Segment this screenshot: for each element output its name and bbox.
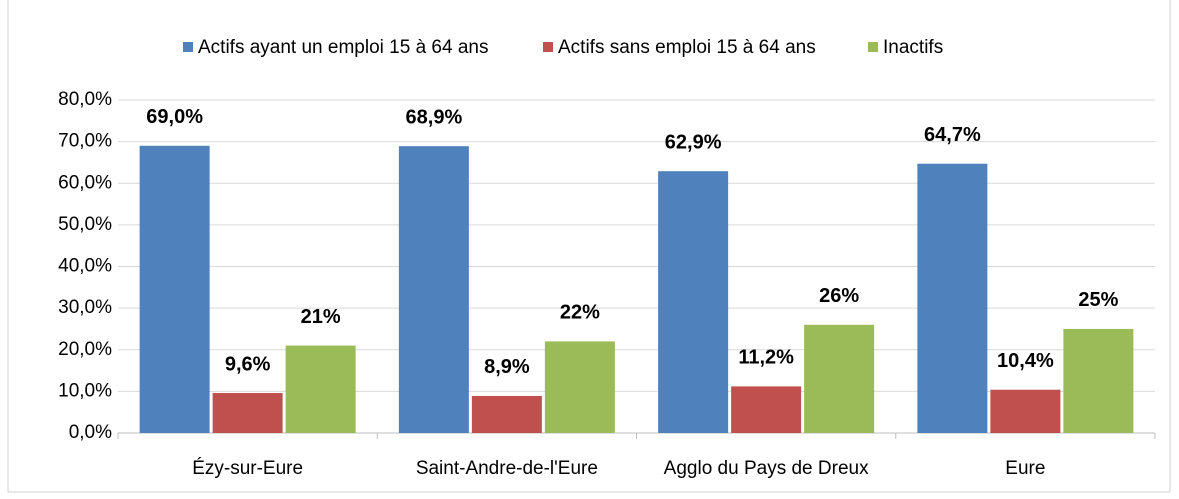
x-tick-label: Eure — [1005, 458, 1045, 479]
legend-label: Inactifs — [883, 37, 943, 58]
bar — [658, 171, 729, 433]
legend-swatch — [183, 42, 193, 52]
value-label: 8,9% — [484, 356, 530, 378]
x-tick-label: Ézy-sur-Eure — [192, 458, 303, 479]
legend-label: Actifs sans emploi 15 à 64 ans — [558, 37, 816, 58]
legend-swatch — [543, 42, 553, 52]
bar — [212, 393, 283, 433]
value-label: 9,6% — [225, 353, 271, 375]
value-label: 10,4% — [997, 350, 1054, 372]
legend-label: Actifs ayant un emploi 15 à 64 ans — [198, 37, 488, 58]
bar — [471, 395, 542, 433]
value-label: 69,0% — [146, 106, 203, 128]
value-label: 11,2% — [738, 347, 794, 369]
bar — [804, 324, 875, 433]
y-tick-label: 40,0% — [58, 256, 112, 277]
x-tick-label: Agglo du Pays de Dreux — [664, 458, 869, 479]
bar — [398, 146, 469, 434]
y-tick-label: 20,0% — [58, 339, 112, 360]
y-tick-label: 50,0% — [58, 214, 112, 235]
value-label: 26% — [819, 285, 859, 307]
y-tick-label: 60,0% — [58, 172, 112, 193]
bar — [139, 145, 210, 433]
bar — [544, 341, 615, 433]
value-label: 64,7% — [924, 124, 981, 146]
value-label: 62,9% — [665, 131, 722, 153]
legend-swatch — [868, 42, 878, 52]
bar — [917, 163, 988, 433]
bar — [285, 345, 356, 433]
value-label: 25% — [1078, 289, 1118, 311]
y-tick-label: 70,0% — [58, 131, 112, 152]
x-tick-label: Saint-Andre-de-l'Eure — [416, 458, 598, 479]
value-label: 22% — [560, 302, 600, 324]
y-tick-label: 30,0% — [58, 297, 112, 318]
y-tick-label: 10,0% — [58, 380, 112, 401]
y-tick-label: 0,0% — [69, 422, 112, 443]
value-label: 68,9% — [406, 106, 463, 128]
y-tick-label: 80,0% — [58, 89, 112, 110]
bar — [731, 386, 802, 433]
value-label: 21% — [301, 306, 341, 328]
bar — [1063, 328, 1134, 433]
bar — [990, 389, 1061, 433]
